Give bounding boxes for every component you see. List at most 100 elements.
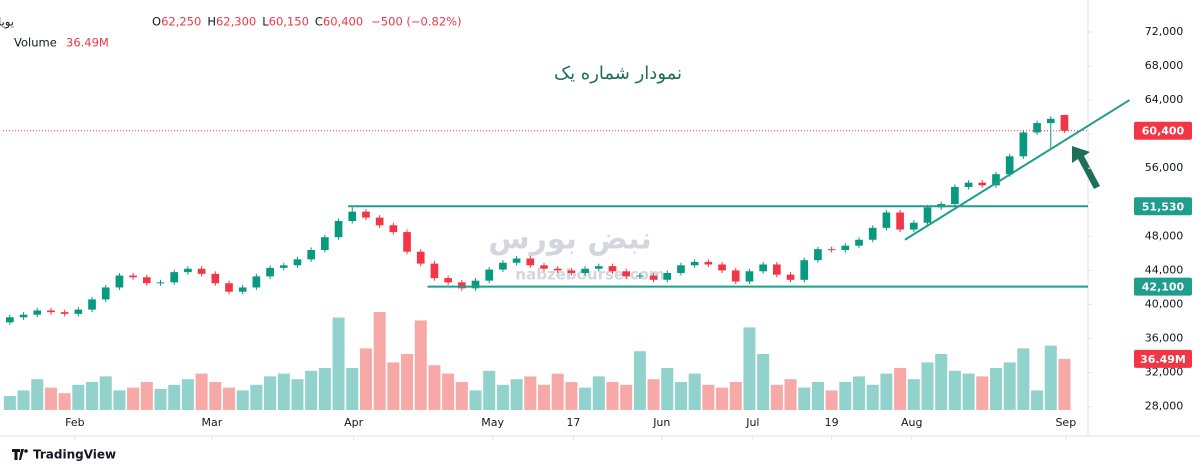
volume-bar (894, 368, 907, 410)
candle-body (923, 207, 932, 223)
volume-bar (1017, 348, 1030, 410)
volume-bar (592, 376, 605, 410)
volume-bar (318, 368, 331, 410)
candle-body (581, 268, 589, 273)
volume-bar (537, 384, 551, 410)
legend-key: O (152, 15, 161, 29)
volume-bar (250, 384, 263, 410)
volume-bar (1003, 362, 1016, 410)
volume-bar (948, 370, 961, 410)
candle-body (307, 249, 315, 260)
volume-bar (332, 317, 345, 410)
volume-bar (866, 384, 879, 410)
candle-body (457, 282, 466, 289)
volume-bar (551, 373, 564, 410)
volume-bar (729, 382, 742, 410)
branding: TradingView (33, 448, 116, 462)
plot-area (3, 114, 1088, 410)
candle-body (211, 273, 220, 284)
candle-body (677, 265, 685, 273)
candle-body (197, 268, 206, 274)
level-label-box (1134, 277, 1192, 296)
volume-bar (647, 379, 660, 410)
volume-bar (976, 376, 989, 410)
candle-body (184, 268, 192, 273)
candle-body (786, 274, 795, 280)
watermark-url: nabzebourse.com (515, 266, 664, 284)
volume-bar (373, 312, 386, 410)
volume-title: Volume (14, 36, 57, 50)
candle-body (827, 249, 836, 251)
volume-bar (757, 354, 770, 410)
candle-body (60, 312, 69, 314)
volume-bar (359, 348, 372, 410)
candle-body (718, 264, 726, 271)
candle-body (636, 275, 644, 277)
volume-bar (907, 379, 920, 410)
candle-body (430, 263, 439, 279)
volume-bar (1044, 345, 1057, 410)
candle-body (663, 272, 672, 280)
level-label: 42,100 (1142, 281, 1185, 294)
volume-bar (510, 379, 523, 410)
volume-bar (277, 373, 290, 410)
volume-bar (1031, 390, 1044, 410)
candle-body (622, 271, 631, 277)
logo (12, 449, 24, 460)
volume-bar (58, 393, 71, 410)
y-tick-label: 44,000 (1145, 263, 1184, 276)
x-tick-label: Sep (1055, 416, 1076, 429)
candle-body (485, 269, 494, 281)
volume-bar (168, 384, 181, 410)
candle-body (978, 182, 987, 186)
volume-bar (222, 387, 236, 410)
candle-body (759, 264, 767, 272)
legend-value: 60,150 (269, 15, 309, 29)
trendline (904, 99, 1131, 241)
volume-bar (455, 382, 468, 410)
volume-bar (483, 370, 496, 410)
volume-bar (305, 370, 318, 410)
candle-body (499, 262, 507, 270)
volume-bar (291, 379, 304, 410)
candle-body (389, 225, 398, 233)
volume-bar (442, 373, 455, 410)
volume-label-box (1134, 349, 1192, 368)
volume-bar (688, 373, 701, 410)
x-tick-label: 17 (566, 416, 580, 429)
candle-body (690, 261, 699, 266)
y-tick-label: 68,000 (1145, 59, 1184, 72)
candle-body (731, 270, 740, 282)
legend-value: 62,250 (161, 15, 201, 29)
x-tick-label: 19 (825, 416, 839, 429)
candle-body (814, 249, 822, 261)
volume-bar (85, 382, 99, 410)
volume-bar (579, 387, 592, 410)
candle-body (868, 227, 877, 240)
candle-body (1005, 156, 1014, 175)
volume-bar (31, 379, 44, 410)
last-price-label: 60,400 (1142, 125, 1185, 138)
candle-body (266, 267, 274, 277)
x-tick-label: Feb (65, 416, 84, 429)
watermark-text: نبض بورس (488, 222, 652, 257)
volume-bar (387, 362, 400, 410)
volume-bar (140, 382, 153, 410)
volume-bar (880, 373, 893, 410)
volume-bar (428, 365, 441, 410)
volume-bar (784, 379, 797, 410)
candle-body (362, 211, 370, 218)
y-tick-label: 56,000 (1145, 161, 1184, 174)
volume-bar (962, 373, 975, 410)
logo (24, 449, 28, 453)
candle-body (704, 261, 713, 265)
candle-body (1046, 118, 1055, 124)
legend-value: 60,400 (323, 15, 363, 29)
volume-bar (935, 354, 948, 410)
candle-body (841, 245, 850, 250)
volume-bar (401, 354, 414, 410)
legend-key: C (315, 15, 323, 29)
volume-bar (633, 351, 646, 410)
candle-body (19, 314, 28, 318)
